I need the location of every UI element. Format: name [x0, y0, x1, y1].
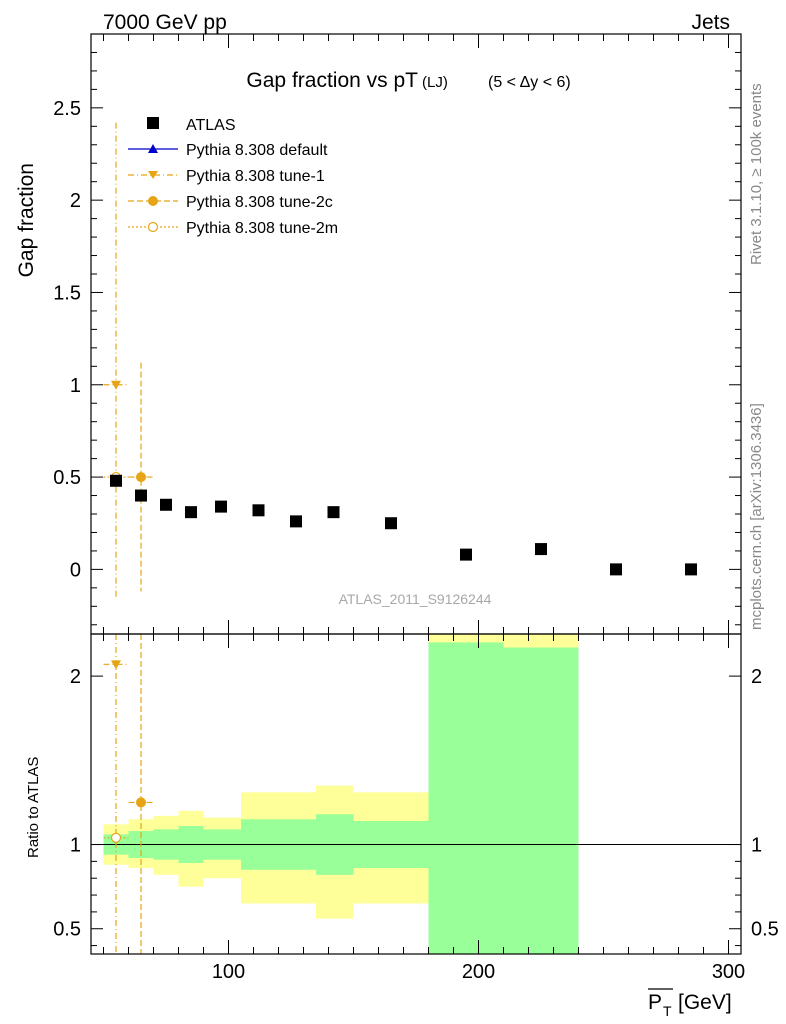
- data-point-5: [252, 504, 265, 517]
- y-tick-label: 0.5: [53, 467, 81, 489]
- y-tick-label: 1.5: [53, 282, 81, 304]
- ticks-group: 0 0.5 1 1.5 2 2.5 0.5 0.5 1 1 2 2 100 200 300: [53, 34, 779, 983]
- marks-group: [103, 122, 697, 954]
- x-axis-label-unit: [GeV]: [678, 991, 732, 1014]
- ratio-y-axis-label: Ratio to ATLAS: [25, 757, 42, 858]
- legend-marker-tune1: [148, 171, 158, 179]
- legend-label-tune1: Pythia 8.308 tune-1: [186, 168, 325, 185]
- y-tick-label: 2: [70, 190, 81, 212]
- header-right: Jets: [691, 11, 730, 34]
- x-tick-label: 200: [462, 961, 495, 983]
- ratio-point-1: [136, 797, 146, 808]
- data-point-0: [110, 474, 122, 487]
- ratio-tick-label-right: 0.5: [751, 919, 779, 941]
- ratio-tick-label-right: 1: [751, 835, 762, 857]
- ratio-point-2: [110, 832, 122, 843]
- x-axis-label-main: P: [648, 991, 662, 1014]
- data-point-6: [290, 515, 302, 528]
- data-point-1: [135, 489, 147, 502]
- data-point-10: [535, 543, 547, 556]
- x-axis-label: P T [GeV]: [648, 988, 732, 1019]
- data-point-11: [610, 563, 622, 576]
- ratio-tick-label: 2: [70, 666, 81, 688]
- mcplots-reference-text: mcplots.cern.ch [arXiv:1306.3436]: [748, 403, 765, 630]
- ratio-tick-label: 0.5: [53, 919, 81, 941]
- y-tick-label: 2.5: [53, 98, 81, 120]
- chart-title: Gap fraction vs pT: [246, 69, 418, 92]
- legend-marker-tune2c: [148, 196, 158, 206]
- y-tick-label: 1: [70, 375, 81, 397]
- data-point-4: [215, 500, 227, 513]
- x-tick-label: 100: [212, 961, 245, 983]
- data-point-12: [685, 563, 697, 576]
- data-point-8: [385, 517, 397, 530]
- y-axis-label: Gap fraction: [15, 163, 38, 277]
- chart-title-sub: (LJ): [422, 74, 448, 91]
- data-point-3: [185, 506, 197, 519]
- legend-label-tune2m: Pythia 8.308 tune-2m: [186, 220, 338, 237]
- legend-label-default: Pythia 8.308 default: [186, 142, 328, 159]
- legend-marker-default: [148, 144, 158, 153]
- mc-point-1: [136, 472, 146, 483]
- ratio-band-group: [91, 634, 741, 954]
- ratio-tick-label-right: 2: [751, 666, 762, 688]
- data-point-9: [460, 548, 472, 561]
- legend-marker-atlas: [147, 117, 159, 129]
- ratio-frame: [90, 633, 742, 955]
- mc-point-0: [111, 380, 121, 390]
- data-point-2: [160, 498, 172, 511]
- ratio-tick-label: 1: [70, 835, 81, 857]
- legend-marker-tune2m: [147, 221, 159, 233]
- data-point-7: [327, 506, 340, 519]
- y-tick-label: 0: [70, 559, 81, 581]
- x-axis-label-sub: T: [663, 1003, 672, 1019]
- analysis-watermark: ATLAS_2011_S9126244: [339, 591, 492, 607]
- ratio-point-0: [111, 660, 121, 670]
- rivet-version-text: Rivet 3.1.10, ≥ 100k events: [748, 83, 765, 265]
- legend-label-tune2c: Pythia 8.308 tune-2c: [186, 194, 333, 211]
- legend-label-atlas: ATLAS: [186, 117, 236, 134]
- x-tick-label: 300: [712, 961, 745, 983]
- header-left: 7000 GeV pp: [103, 11, 227, 34]
- legend: ATLAS Pythia 8.308 default Pythia 8.308 …: [128, 117, 338, 237]
- ratio-band-inner-9: [428, 642, 504, 954]
- chart-title-cut: (5 < Δy < 6): [488, 74, 571, 91]
- ratio-band-inner-10: [503, 647, 579, 954]
